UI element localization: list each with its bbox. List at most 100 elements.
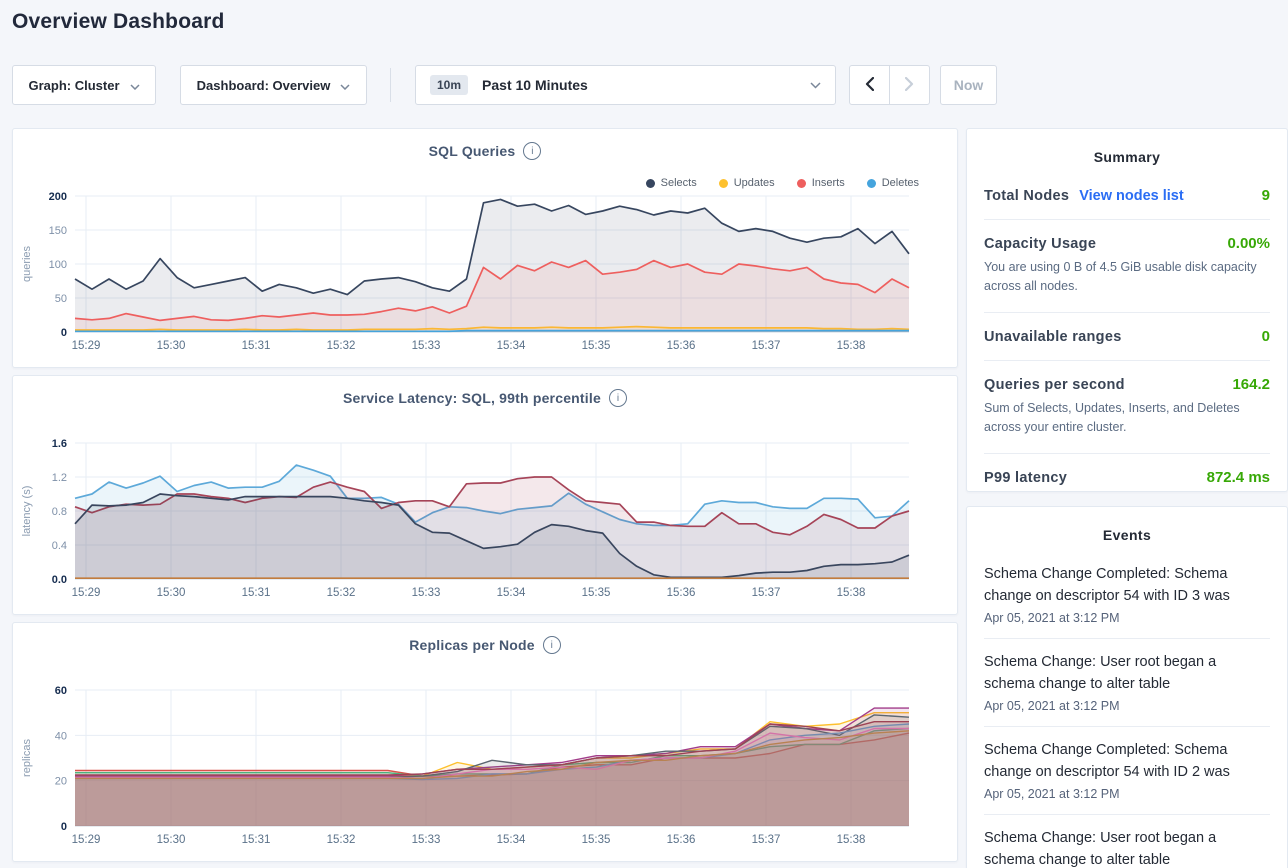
previous-interval-button[interactable] xyxy=(850,66,889,104)
svg-text:40: 40 xyxy=(55,730,67,742)
legend-item-deletes: Deletes xyxy=(866,177,919,189)
info-icon[interactable]: i xyxy=(542,636,561,654)
info-icon[interactable]: i xyxy=(608,389,627,407)
queries-per-second-description: Sum of Selects, Updates, Inserts, and De… xyxy=(984,400,1240,435)
capacity-usage-row: Capacity Usage 0.00% xyxy=(984,235,1270,252)
svg-text:15:33: 15:33 xyxy=(412,834,441,846)
events-list: Schema Change Completed: Schema change o… xyxy=(967,543,1287,868)
svg-text:15:29: 15:29 xyxy=(72,834,101,846)
chart-title: Replicas per Node xyxy=(409,637,535,653)
legend-item-inserts: Inserts xyxy=(796,177,845,189)
svg-text:queries: queries xyxy=(21,245,33,282)
svg-text:replicas: replicas xyxy=(21,739,33,777)
svg-text:15:33: 15:33 xyxy=(412,587,441,599)
svg-text:15:31: 15:31 xyxy=(242,340,271,352)
event-title: Schema Change Completed: Schema change o… xyxy=(984,742,1230,780)
svg-text:15:36: 15:36 xyxy=(667,340,696,352)
p99-latency-label: P99 latency xyxy=(984,469,1068,486)
unavailable-ranges-value: 0 xyxy=(1261,327,1270,345)
svg-text:15:32: 15:32 xyxy=(327,587,356,599)
svg-text:15:30: 15:30 xyxy=(157,834,186,846)
chart-title: SQL Queries xyxy=(428,143,516,159)
svg-text:15:37: 15:37 xyxy=(752,834,781,846)
chart-legend: Selects Updates Inserts Deletes xyxy=(645,177,919,189)
svg-text:15:32: 15:32 xyxy=(327,340,356,352)
legend-label: Deletes xyxy=(881,177,919,189)
now-button[interactable]: Now xyxy=(940,65,997,105)
page-title: Overview Dashboard xyxy=(12,10,225,33)
summary-heading: Summary xyxy=(1093,149,1161,165)
svg-text:15:30: 15:30 xyxy=(157,587,186,599)
svg-text:0.8: 0.8 xyxy=(52,506,67,518)
caret-left-icon xyxy=(865,76,875,94)
svg-text:15:31: 15:31 xyxy=(242,587,271,599)
svg-text:15:30: 15:30 xyxy=(157,340,186,352)
unavailable-ranges-row: Unavailable ranges 0 xyxy=(984,328,1270,345)
svg-text:15:32: 15:32 xyxy=(327,834,356,846)
graph-dropdown-label: Graph: Cluster xyxy=(28,77,120,93)
capacity-usage-description: You are using 0 B of 4.5 GiB usable disk… xyxy=(984,260,1257,294)
caret-right-icon xyxy=(904,76,914,94)
legend-item-selects: Selects xyxy=(645,177,697,189)
chevron-down-icon xyxy=(810,76,821,94)
total-nodes-row: Total Nodes View nodes list 9 xyxy=(984,187,1270,204)
replicas-per-node-chart-card: Replicas per Node i 15:29 15:30 15:31 15:32… xyxy=(12,622,958,862)
svg-text:latency (s): latency (s) xyxy=(21,486,33,537)
svg-text:15:31: 15:31 xyxy=(242,834,271,846)
svg-text:60: 60 xyxy=(55,685,67,697)
time-range-picker[interactable]: 10m Past 10 Minutes xyxy=(415,65,836,105)
svg-text:15:35: 15:35 xyxy=(582,340,611,352)
events-heading: Events xyxy=(1102,527,1152,543)
svg-text:0.0: 0.0 xyxy=(52,574,67,586)
summary-body: Total Nodes View nodes list 9 Capacity U… xyxy=(967,165,1287,486)
event-timestamp: Apr 05, 2021 at 3:12 PM xyxy=(984,699,1120,713)
replicas-per-node-chart[interactable]: 15:29 15:30 15:31 15:32 15:33 15:34 15:35 15:36… xyxy=(13,623,957,861)
legend-label: Inserts xyxy=(811,177,845,189)
capacity-usage-value: 0.00% xyxy=(1227,235,1270,252)
svg-text:1.2: 1.2 xyxy=(52,472,67,484)
dashboard-dropdown[interactable]: Dashboard: Overview xyxy=(180,65,367,105)
svg-text:15:34: 15:34 xyxy=(497,340,526,352)
svg-text:0: 0 xyxy=(61,821,67,833)
dashboard-dropdown-label: Dashboard: Overview xyxy=(196,77,331,93)
svg-text:15:38: 15:38 xyxy=(837,340,866,352)
events-panel: Events Schema Change Completed: Schema c… xyxy=(966,506,1288,868)
sql-queries-chart-card: SQL Queries i Selects Updates Inserts Delet… xyxy=(12,128,958,368)
svg-text:200: 200 xyxy=(49,191,67,203)
event-title: Schema Change: User root began a schema … xyxy=(984,830,1217,868)
legend-label: Selects xyxy=(660,177,697,189)
toolbar-divider xyxy=(390,68,391,102)
chart-title-row: Service Latency: SQL, 99th percentile i xyxy=(13,389,957,407)
sidebar: Summary Total Nodes View nodes list 9 Ca… xyxy=(966,128,1288,868)
svg-text:15:35: 15:35 xyxy=(582,834,611,846)
svg-text:20: 20 xyxy=(55,776,67,788)
chart-title: Service Latency: SQL, 99th percentile xyxy=(343,390,601,406)
svg-text:15:37: 15:37 xyxy=(752,587,781,599)
unavailable-ranges-label: Unavailable ranges xyxy=(984,328,1122,345)
graph-dropdown[interactable]: Graph: Cluster xyxy=(12,65,156,105)
sql-queries-chart[interactable]: 15:29 15:30 15:31 15:32 15:33 15:34 15:35 15:36… xyxy=(13,129,957,367)
chevron-down-icon xyxy=(340,78,350,93)
service-latency-chart-card: Service Latency: SQL, 99th percentile i … xyxy=(12,375,958,615)
svg-text:0: 0 xyxy=(61,327,67,339)
svg-text:15:36: 15:36 xyxy=(667,834,696,846)
info-icon[interactable]: i xyxy=(523,142,542,160)
now-button-label: Now xyxy=(953,77,984,93)
queries-per-second-row: Queries per second 164.2 xyxy=(984,376,1270,393)
event-item: Schema Change Completed: Schema change o… xyxy=(984,727,1270,815)
view-nodes-list-link[interactable]: View nodes list xyxy=(1079,188,1184,204)
next-interval-button[interactable] xyxy=(890,66,929,104)
svg-text:100: 100 xyxy=(49,259,67,271)
legend-dot-icon xyxy=(645,178,655,188)
svg-text:15:33: 15:33 xyxy=(412,340,441,352)
svg-text:150: 150 xyxy=(49,225,67,237)
service-latency-chart[interactable]: 15:29 15:30 15:31 15:32 15:33 15:34 15:35 15:36… xyxy=(13,376,957,614)
chart-title-row: SQL Queries i xyxy=(13,142,957,160)
divider xyxy=(984,311,1270,313)
time-range-label: Past 10 Minutes xyxy=(482,77,588,93)
p99-latency-value: 872.4 ms xyxy=(1206,468,1270,486)
charts-column: SQL Queries i Selects Updates Inserts Delet… xyxy=(12,128,958,868)
event-timestamp: Apr 05, 2021 at 3:12 PM xyxy=(984,787,1120,801)
divider xyxy=(984,452,1270,454)
